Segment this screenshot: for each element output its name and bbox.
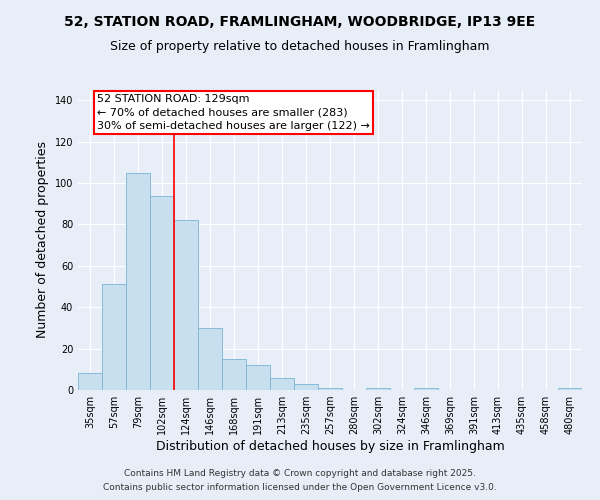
Bar xyxy=(558,388,582,390)
Bar xyxy=(78,374,102,390)
Text: Contains HM Land Registry data © Crown copyright and database right 2025.: Contains HM Land Registry data © Crown c… xyxy=(124,468,476,477)
Bar xyxy=(126,173,150,390)
X-axis label: Distribution of detached houses by size in Framlingham: Distribution of detached houses by size … xyxy=(155,440,505,453)
Bar xyxy=(414,388,438,390)
Bar xyxy=(198,328,222,390)
Bar xyxy=(246,365,270,390)
Text: Size of property relative to detached houses in Framlingham: Size of property relative to detached ho… xyxy=(110,40,490,53)
Bar xyxy=(318,388,342,390)
Bar xyxy=(222,359,246,390)
Bar xyxy=(270,378,294,390)
Bar xyxy=(174,220,198,390)
Text: 52, STATION ROAD, FRAMLINGHAM, WOODBRIDGE, IP13 9EE: 52, STATION ROAD, FRAMLINGHAM, WOODBRIDG… xyxy=(64,15,536,29)
Bar xyxy=(150,196,174,390)
Bar xyxy=(366,388,390,390)
Y-axis label: Number of detached properties: Number of detached properties xyxy=(36,142,49,338)
Text: 52 STATION ROAD: 129sqm
← 70% of detached houses are smaller (283)
30% of semi-d: 52 STATION ROAD: 129sqm ← 70% of detache… xyxy=(97,94,370,130)
Bar xyxy=(102,284,126,390)
Text: Contains public sector information licensed under the Open Government Licence v3: Contains public sector information licen… xyxy=(103,484,497,492)
Bar xyxy=(294,384,318,390)
